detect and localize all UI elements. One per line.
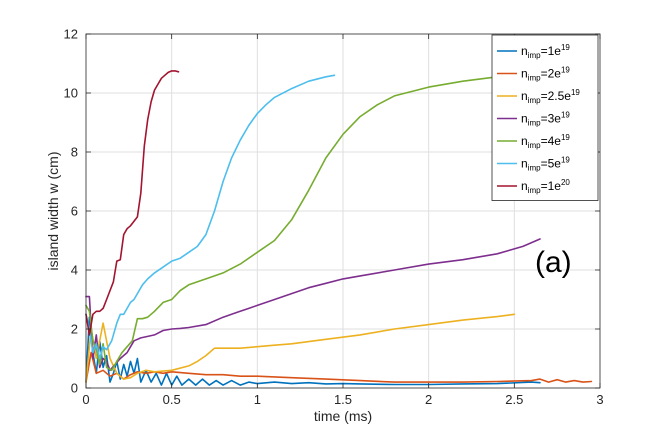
- legend-entry-7: nimp=1e20: [521, 178, 570, 195]
- legend-entry-2: nimp=2e19: [521, 66, 570, 83]
- y-axis-label: island width w (cm): [45, 151, 61, 270]
- legend-subscript: imp: [528, 141, 541, 150]
- legend-value: =1e: [541, 179, 562, 193]
- legend-entry-5: nimp=4e19: [521, 133, 570, 150]
- y-tick-label: 2: [71, 322, 78, 337]
- series-lines: [85, 70, 593, 386]
- y-tick-label: 0: [71, 381, 78, 396]
- legend-subscript: imp: [528, 186, 541, 195]
- legend-subscript: imp: [528, 96, 541, 105]
- x-tick-label: 2: [425, 392, 432, 407]
- legend-subscript: imp: [528, 119, 541, 128]
- legend-value: =2e: [541, 67, 562, 81]
- y-tick-label: 4: [71, 263, 78, 278]
- legend-subscript: imp: [528, 51, 541, 60]
- panel-label: (a): [535, 246, 572, 279]
- legend-base: n: [521, 89, 528, 103]
- legend: nimp=1e19nimp=2e19nimp=2.5e19nimp=3e19ni…: [491, 34, 599, 201]
- series-line-5: [85, 71, 558, 372]
- x-axis-label: time (ms): [314, 408, 372, 424]
- legend-value: =1e: [541, 44, 562, 58]
- legend-entry-3: nimp=2.5e19: [521, 88, 580, 105]
- y-tick-label: 6: [71, 204, 78, 219]
- legend-subscript: imp: [528, 74, 541, 83]
- y-tick-label: 10: [64, 86, 78, 101]
- legend-base: n: [521, 157, 528, 171]
- legend-entry-4: nimp=3e19: [521, 111, 570, 128]
- axis-ticks: 0 0.5 1 1.5 2 2.5 3 0 2 4 6 8 10 12: [64, 27, 604, 408]
- legend-exponent: 19: [561, 43, 570, 52]
- x-tick-label: 2.5: [505, 392, 523, 407]
- legend-base: n: [521, 134, 528, 148]
- legend-exponent: 19: [561, 111, 570, 120]
- x-tick-label: 0: [82, 392, 89, 407]
- legend-entry-1: nimp=1e19: [521, 43, 570, 60]
- legend-value: =3e: [541, 112, 562, 126]
- x-tick-label: 1.5: [334, 392, 352, 407]
- legend-exponent: 19: [561, 133, 570, 142]
- legend-exponent: 20: [561, 178, 570, 187]
- legend-value: =4e: [541, 134, 562, 148]
- legend-base: n: [521, 179, 528, 193]
- legend-value: =2.5e: [541, 89, 572, 103]
- legend-base: n: [521, 112, 528, 126]
- legend-value: =5e: [541, 157, 562, 171]
- legend-entry-6: nimp=5e19: [521, 156, 570, 173]
- legend-subscript: imp: [528, 164, 541, 173]
- series-line-7: [85, 70, 180, 336]
- legend-exponent: 19: [561, 66, 570, 75]
- legend-exponent: 19: [571, 88, 580, 97]
- legend-base: n: [521, 67, 528, 81]
- x-tick-label: 1: [254, 392, 261, 407]
- y-tick-label: 12: [64, 27, 78, 42]
- y-tick-label: 8: [71, 145, 78, 160]
- legend-base: n: [521, 44, 528, 58]
- x-tick-label: 3: [596, 392, 603, 407]
- series-line-6: [85, 74, 336, 360]
- legend-exponent: 19: [561, 156, 570, 165]
- series-line-1: [85, 316, 541, 386]
- series-line-4: [85, 238, 541, 372]
- x-tick-label: 0.5: [163, 392, 181, 407]
